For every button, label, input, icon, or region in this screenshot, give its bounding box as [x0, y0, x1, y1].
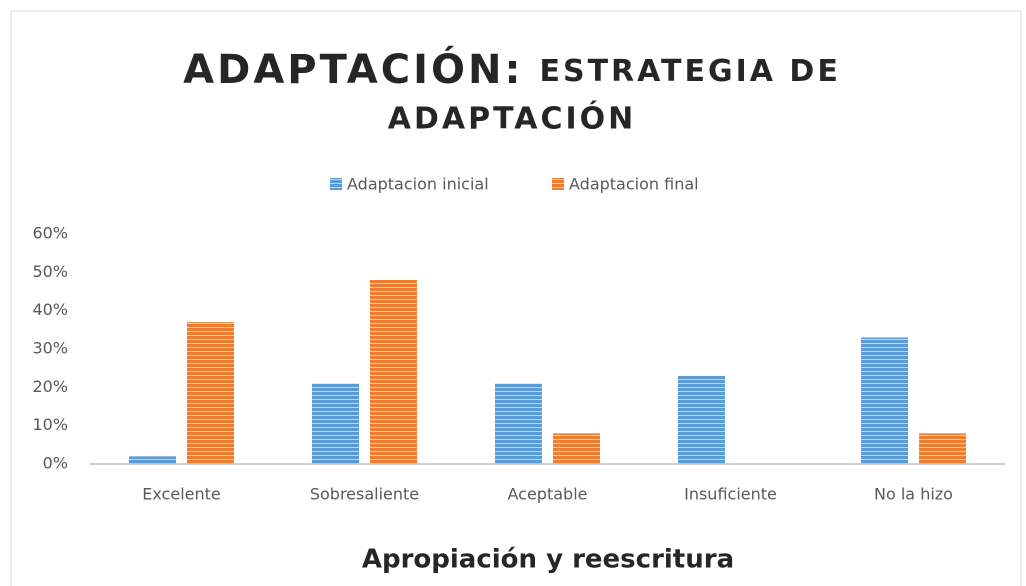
- title-part: ESTRATEGIA DE: [539, 54, 840, 89]
- y-tick-label: 50%: [32, 262, 68, 281]
- legend-swatch: [330, 178, 342, 190]
- bar: [312, 383, 359, 464]
- y-tick-label: 10%: [32, 415, 68, 434]
- x-tick-label: Excelente: [142, 485, 220, 504]
- y-tick-label: 0%: [43, 454, 68, 473]
- title-part: ADAPTACIÓN:: [183, 45, 523, 93]
- y-tick-label: 40%: [32, 300, 68, 319]
- x-tick-label: Insuficiente: [684, 485, 777, 504]
- y-tick-label: 30%: [32, 339, 68, 358]
- legend-label: Adaptacion final: [569, 175, 699, 194]
- bar: [370, 280, 417, 464]
- y-tick-label: 60%: [32, 224, 68, 243]
- bar: [187, 322, 234, 464]
- bar: [129, 456, 176, 464]
- bar: [678, 375, 725, 464]
- x-tick-label: Sobresaliente: [310, 485, 419, 504]
- x-tick-label: Aceptable: [508, 485, 588, 504]
- bar: [919, 433, 966, 464]
- bar: [495, 383, 542, 464]
- x-axis-title: Apropiación y reescritura: [362, 545, 734, 575]
- legend-label: Adaptacion inicial: [347, 175, 489, 194]
- y-tick-label: 20%: [32, 377, 68, 396]
- bar: [553, 433, 600, 464]
- chart-title: ADAPTACIÓN: ESTRATEGIA DE: [183, 45, 841, 93]
- legend-swatch: [552, 178, 564, 190]
- x-tick-label: No la hizo: [874, 485, 953, 504]
- title-part: ADAPTACIÓN: [388, 100, 636, 137]
- chart-border: [10, 10, 1022, 586]
- bar: [861, 337, 908, 464]
